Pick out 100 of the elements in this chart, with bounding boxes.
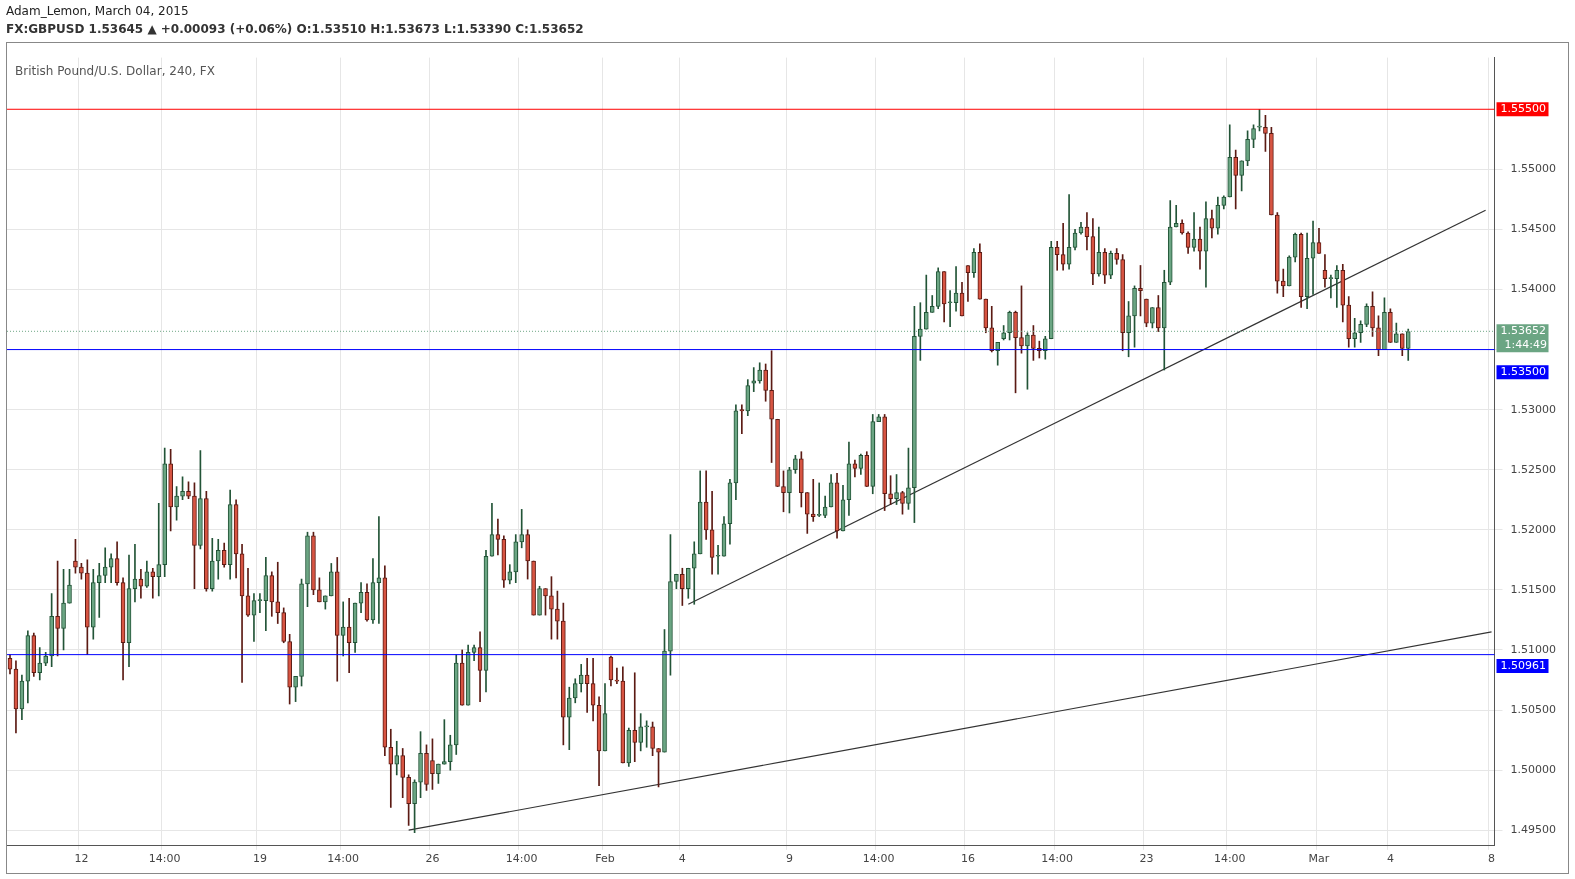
candlestick xyxy=(293,676,298,702)
candlestick xyxy=(150,567,156,599)
x-tick-label: 16 xyxy=(960,852,975,866)
candlestick xyxy=(1364,303,1369,328)
candlestick xyxy=(1144,298,1149,328)
candlestick xyxy=(531,560,536,616)
candlestick xyxy=(632,672,638,763)
candlestick xyxy=(793,454,798,474)
y-tick-label: 1.49500 xyxy=(1510,823,1557,837)
candlestick xyxy=(876,414,882,422)
x-tick-label: 4 xyxy=(1386,852,1394,866)
candlestick xyxy=(691,541,697,605)
candlestick xyxy=(1239,160,1244,192)
x-tick-label: 12 xyxy=(74,852,89,866)
candlestick xyxy=(906,447,911,510)
y-tick-label: 1.52000 xyxy=(1510,522,1557,536)
candlestick xyxy=(662,629,667,753)
candlestick xyxy=(1275,212,1280,294)
candlestick xyxy=(525,529,530,580)
x-tick-label: 14:00 xyxy=(1213,852,1246,866)
candlestick xyxy=(61,569,66,651)
candlestick xyxy=(430,738,435,790)
candlestick xyxy=(1263,114,1268,152)
y-tick-label: 1.50000 xyxy=(1510,762,1557,776)
annotation: British Pound/U.S. Dollar, 240, FX xyxy=(15,63,215,78)
candlestick xyxy=(85,559,90,656)
x-tick-label: 14:00 xyxy=(1041,852,1074,866)
candlestick xyxy=(1019,285,1024,354)
y-tick-label: 1.54000 xyxy=(1510,282,1557,296)
candlestick xyxy=(644,720,649,748)
candlestick xyxy=(1233,149,1239,210)
candlestick xyxy=(340,601,346,657)
candlestick xyxy=(1269,126,1274,216)
candlestick xyxy=(894,474,899,505)
candlestick xyxy=(650,721,655,757)
x-tick-label: Feb xyxy=(595,852,615,866)
candlestick xyxy=(311,531,316,596)
candlestick xyxy=(769,350,774,463)
x-tick-label: 23 xyxy=(1139,852,1154,866)
y-tick-label: 1.51000 xyxy=(1510,642,1557,656)
candlestick xyxy=(1388,308,1393,343)
candlestick xyxy=(1150,307,1155,329)
candlestick xyxy=(1138,265,1143,317)
candlestick xyxy=(55,560,60,657)
candlestick xyxy=(1114,248,1120,265)
candlestick xyxy=(1245,130,1250,167)
candlestick xyxy=(424,744,429,791)
candlestick xyxy=(995,342,1001,366)
candlestick xyxy=(1054,241,1060,271)
candlestick xyxy=(275,561,281,624)
candlestick xyxy=(739,404,745,435)
x-tick-label: 19 xyxy=(252,852,267,866)
x-tick-label: 4 xyxy=(678,852,686,866)
candlestick xyxy=(204,491,209,592)
chart-subtitle: FX:GBPUSD 1.53645 ▲ +0.00093 (+0.06%) O:1.53510 H:1.53673 L:1.53390 C:1.53652 xyxy=(6,21,585,38)
x-tick-label: 9 xyxy=(785,852,793,866)
candlestick xyxy=(49,593,54,668)
candlestick xyxy=(668,534,673,676)
ref-line-label: 1.50961 xyxy=(1500,658,1547,672)
candlestick xyxy=(674,573,679,589)
candlestick xyxy=(156,503,162,597)
y-tick-label: 1.50500 xyxy=(1510,702,1557,716)
candlestick xyxy=(900,491,905,515)
candlestick xyxy=(257,593,263,614)
candlestick xyxy=(96,563,102,618)
ref-line-label: 1.55500 xyxy=(1500,102,1547,116)
candlestick xyxy=(781,470,786,513)
candlestick xyxy=(67,569,72,604)
candlestick xyxy=(549,576,554,640)
candlestick xyxy=(1376,315,1381,356)
candlestick xyxy=(323,595,328,610)
x-tick-label: 14:00 xyxy=(862,852,895,866)
candlestick xyxy=(1251,124,1256,149)
candlestick xyxy=(614,667,620,684)
candlestick xyxy=(810,479,816,522)
candlestick xyxy=(1173,205,1179,228)
candlestick xyxy=(73,539,78,574)
candlestick xyxy=(305,531,310,608)
candlestick xyxy=(519,509,525,549)
candlestick xyxy=(555,590,560,640)
candlestick xyxy=(888,475,893,505)
candlestick xyxy=(442,719,447,765)
y-tick-label: 1.54500 xyxy=(1510,222,1557,236)
text: 1:44:49 xyxy=(1504,338,1547,352)
candlestick xyxy=(198,450,203,550)
ref-line-label: 1.53500 xyxy=(1500,365,1547,379)
candlestick xyxy=(1120,254,1125,352)
ref-line-label: 1.53652 xyxy=(1500,324,1547,338)
y-tick-label: 1.52500 xyxy=(1510,462,1557,476)
candlestick xyxy=(102,547,108,583)
candlestick xyxy=(180,476,185,501)
candlestick xyxy=(299,578,304,687)
candlestick xyxy=(882,414,887,511)
candlestick xyxy=(186,481,191,499)
candlestick xyxy=(168,448,173,532)
candlestick xyxy=(787,466,792,514)
candlestick xyxy=(1013,310,1018,394)
candlestick xyxy=(192,482,197,589)
candlestick xyxy=(1370,291,1375,337)
x-tick-label: 8 xyxy=(1488,852,1496,866)
